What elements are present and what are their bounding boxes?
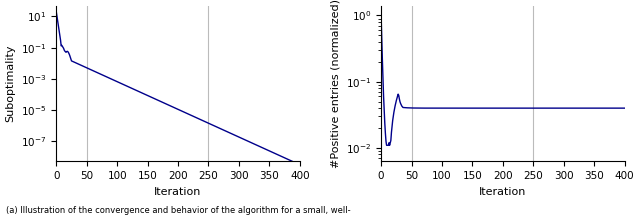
Y-axis label: Suboptimality: Suboptimality <box>6 45 15 122</box>
X-axis label: Iteration: Iteration <box>479 187 527 196</box>
Y-axis label: #Positive entries (normalized): #Positive entries (normalized) <box>330 0 340 168</box>
X-axis label: Iteration: Iteration <box>154 187 202 196</box>
Text: (a) Illustration of the convergence and behavior of the algorithm for a small, w: (a) Illustration of the convergence and … <box>6 206 351 215</box>
